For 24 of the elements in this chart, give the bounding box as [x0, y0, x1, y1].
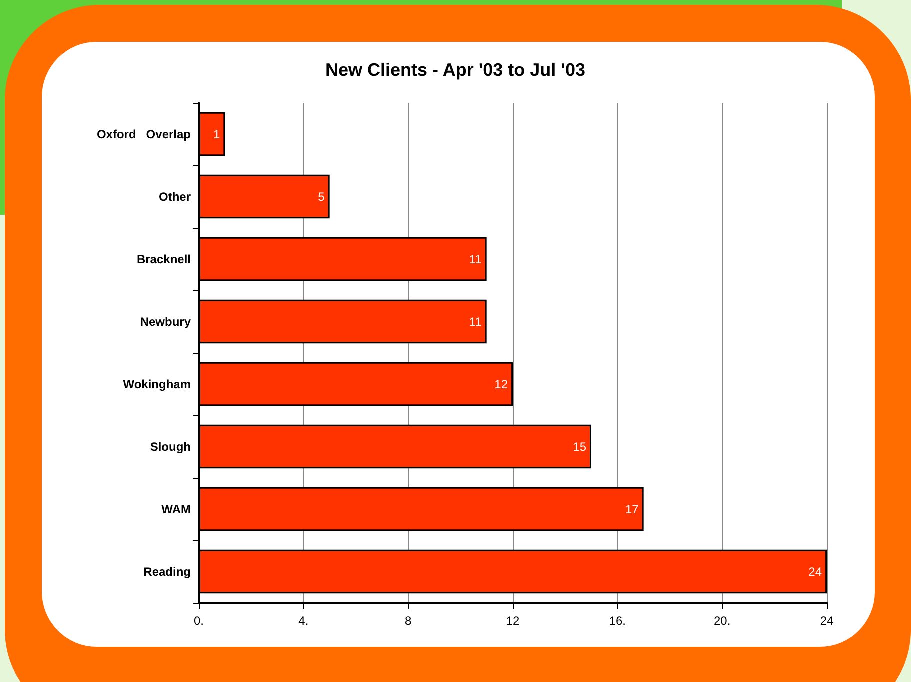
x-tick-label: 20. — [714, 614, 731, 628]
data-label: 15 — [573, 440, 587, 454]
x-tick-label: 16. — [609, 614, 626, 628]
x-tick-label: 24 — [820, 614, 834, 628]
x-tick-label: 12 — [506, 614, 520, 628]
y-tick-label: Slough — [150, 440, 191, 454]
data-label: 12 — [494, 377, 508, 392]
x-tick-label: 8 — [404, 614, 412, 628]
y-tick-label: Other — [158, 190, 192, 204]
x-tick-label: 0. — [194, 614, 204, 628]
y-tick-label: Oxford Overlap — [96, 127, 191, 142]
y-tick-label: Newbury — [140, 314, 192, 329]
y-tick-label: Bracknell — [136, 252, 191, 266]
data-label: 1 — [213, 127, 220, 142]
y-tick-label: Reading — [144, 564, 191, 579]
y-tick-label: Wokingham — [123, 377, 191, 392]
x-tick-label: 4. — [298, 614, 309, 628]
chart-title: New Clients - Apr '03 to Jul '03 — [326, 60, 586, 80]
data-label: 11 — [469, 314, 482, 329]
data-label: 5 — [318, 190, 326, 204]
data-label: 24 — [808, 564, 822, 579]
data-label: 17 — [625, 502, 640, 516]
y-tick-label: WAM — [162, 502, 191, 516]
data-label: 11 — [469, 252, 482, 266]
